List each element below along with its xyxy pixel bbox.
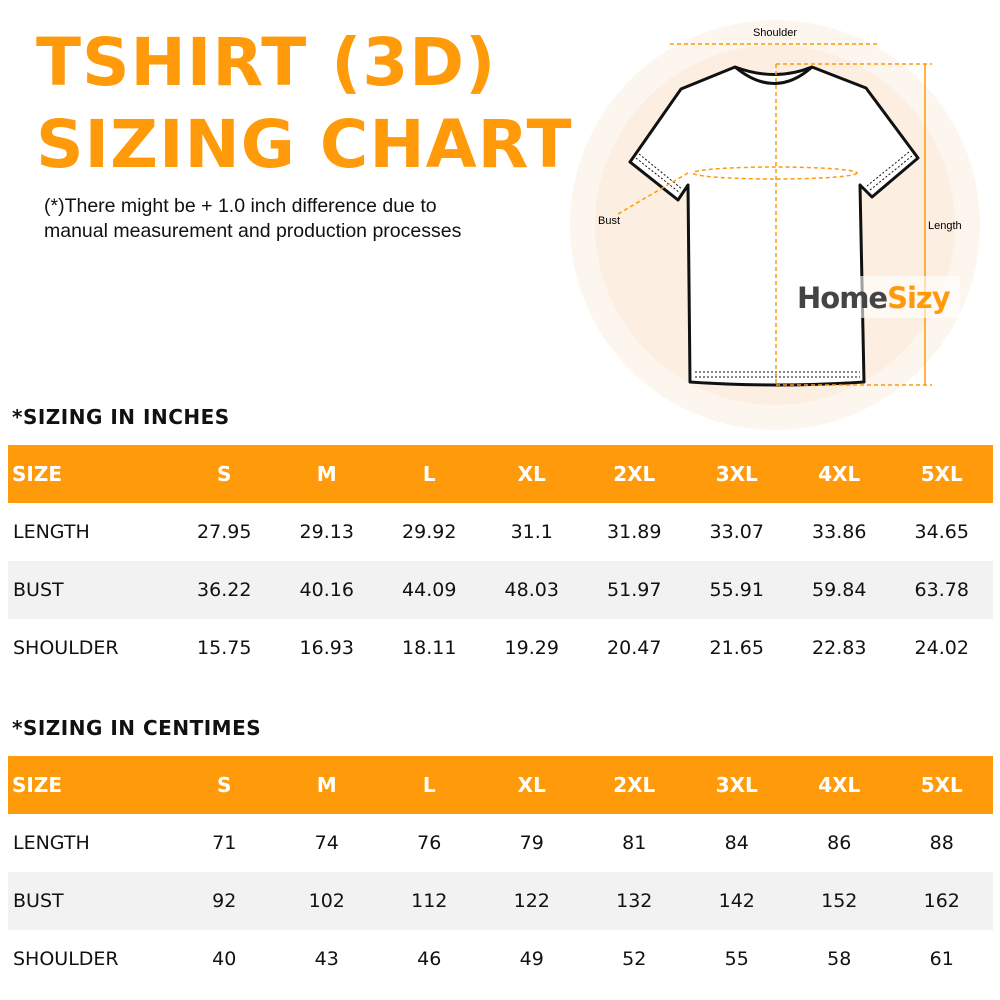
size-column-header: XL [480,756,583,814]
measurement-cell: 29.92 [402,521,457,543]
measurement-cell: 48.03 [480,561,583,619]
measurement-cell: 63.78 [890,561,993,619]
note-line-2: manual measurement and production proces… [44,220,462,242]
measurement-cell: 31.1 [510,521,553,543]
row-label: LENGTH [13,832,90,854]
length-label: Length [928,220,962,232]
measurement-note: (*)There might be + 1.0 inch difference … [44,194,461,244]
measurement-cell: 88 [929,832,954,854]
measurement-cell: 18.11 [402,637,457,659]
size-column-header: 4XL [788,445,891,503]
measurement-cell: 55 [724,948,749,970]
size-column-header: S [173,445,276,503]
measurement-cell: 43 [314,948,339,970]
measurement-cell: 46 [417,948,442,970]
measurement-cell: 21.65 [709,637,764,659]
title-line-1: TSHIRT (3D) [36,24,497,101]
note-line-1: (*)There might be + 1.0 inch difference … [44,195,437,217]
measurement-cell: 51.97 [583,561,686,619]
measurement-cell: 142 [685,872,788,930]
measurement-cell: 162 [890,872,993,930]
measurement-cell: 79 [519,832,544,854]
brand-logo: HomeSizy [797,281,951,315]
measurement-cell: 81 [622,832,647,854]
size-column-header: M [275,445,378,503]
inches-table: SIZE S M L XL 2XL 3XL 4XL 5XL LENGTH 27.95 29.13 29… [8,445,993,677]
size-column-header: L [378,445,481,503]
measurement-cell: 52 [622,948,647,970]
measurement-cell: 71 [212,832,237,854]
measurement-cell: 152 [788,872,891,930]
table-row: LENGTH 71 74 76 79 81 84 86 88 [8,814,993,872]
size-column-header: 3XL [685,445,788,503]
table-row: LENGTH 27.95 29.13 29.92 31.1 31.89 33.07 33.86… [8,503,993,561]
title-line-2: SIZING CHART [36,106,573,183]
measurement-cell: 33.07 [709,521,764,543]
row-label: SHOULDER [13,948,119,970]
size-column-header: 4XL [788,756,891,814]
measurement-cell: 86 [827,832,852,854]
measurement-cell: 40.16 [275,561,378,619]
bust-line [692,166,858,180]
size-column-header: XL [480,445,583,503]
measurement-cell: 36.22 [173,561,276,619]
measurement-cell: 102 [275,872,378,930]
measurement-cell: 74 [314,832,339,854]
size-column-header: 5XL [890,445,993,503]
measurement-cell: 61 [929,948,954,970]
row-label: LENGTH [13,521,90,543]
measurement-cell: 55.91 [685,561,788,619]
measurement-cell: 44.09 [378,561,481,619]
row-label: BUST [8,561,173,619]
measurement-cell: 84 [724,832,749,854]
stitching [635,151,913,378]
measurement-cell: 24.02 [914,637,969,659]
measurement-cell: 122 [480,872,583,930]
size-header: SIZE [8,756,173,814]
size-column-header: S [173,756,276,814]
measurement-cell: 19.29 [504,637,559,659]
measure-lines [617,43,932,386]
measurement-cell: 34.65 [914,521,969,543]
measurement-cell: 58 [827,948,852,970]
inches-header-row: SIZE S M L XL 2XL 3XL 4XL 5XL [8,445,993,503]
size-column-header: L [378,756,481,814]
measurement-cell: 16.93 [299,637,354,659]
measurement-cell: 132 [583,872,686,930]
cm-header-row: SIZE S M L XL 2XL 3XL 4XL 5XL [8,756,993,814]
size-column-header: 2XL [583,445,686,503]
measurement-cell: 22.83 [812,637,867,659]
measurement-cell: 15.75 [197,637,252,659]
measurement-cell: 40 [212,948,237,970]
size-header: SIZE [8,445,173,503]
size-column-header: 5XL [890,756,993,814]
row-label: BUST [8,872,173,930]
cm-section-title: *SIZING IN CENTIMES [12,716,262,740]
table-row: SHOULDER 15.75 16.93 18.11 19.29 20.47 21.65 22… [8,619,993,677]
measurement-cell: 92 [173,872,276,930]
bust-label: Bust [598,215,620,227]
measurement-cell: 76 [417,832,442,854]
measurement-cell: 29.13 [299,521,354,543]
measurement-cell: 20.47 [607,637,662,659]
tshirt-diagram: Shoulder Bust Length HomeSizy [570,20,980,430]
measurement-cell: 49 [519,948,544,970]
measurement-cell: 27.95 [197,521,252,543]
cm-table: SIZE S M L XL 2XL 3XL 4XL 5XL LENGTH 71 74 76 79 81 84… [8,756,993,988]
measurement-cell: 112 [378,872,481,930]
size-column-header: 3XL [685,756,788,814]
inches-section-title: *SIZING IN INCHES [12,405,230,429]
table-row: BUST 92 102 112 122 132 142 152 162 [8,872,993,930]
size-column-header: M [275,756,378,814]
shoulder-label: Shoulder [753,27,797,39]
measurement-cell: 33.86 [812,521,867,543]
size-column-header: 2XL [583,756,686,814]
table-row: BUST 36.22 40.16 44.09 48.03 51.97 55.91 59.84 6… [8,561,993,619]
row-label: SHOULDER [13,637,119,659]
table-row: SHOULDER 40 43 46 49 52 55 58 61 [8,930,993,988]
measurement-cell: 59.84 [788,561,891,619]
measurement-cell: 31.89 [607,521,662,543]
